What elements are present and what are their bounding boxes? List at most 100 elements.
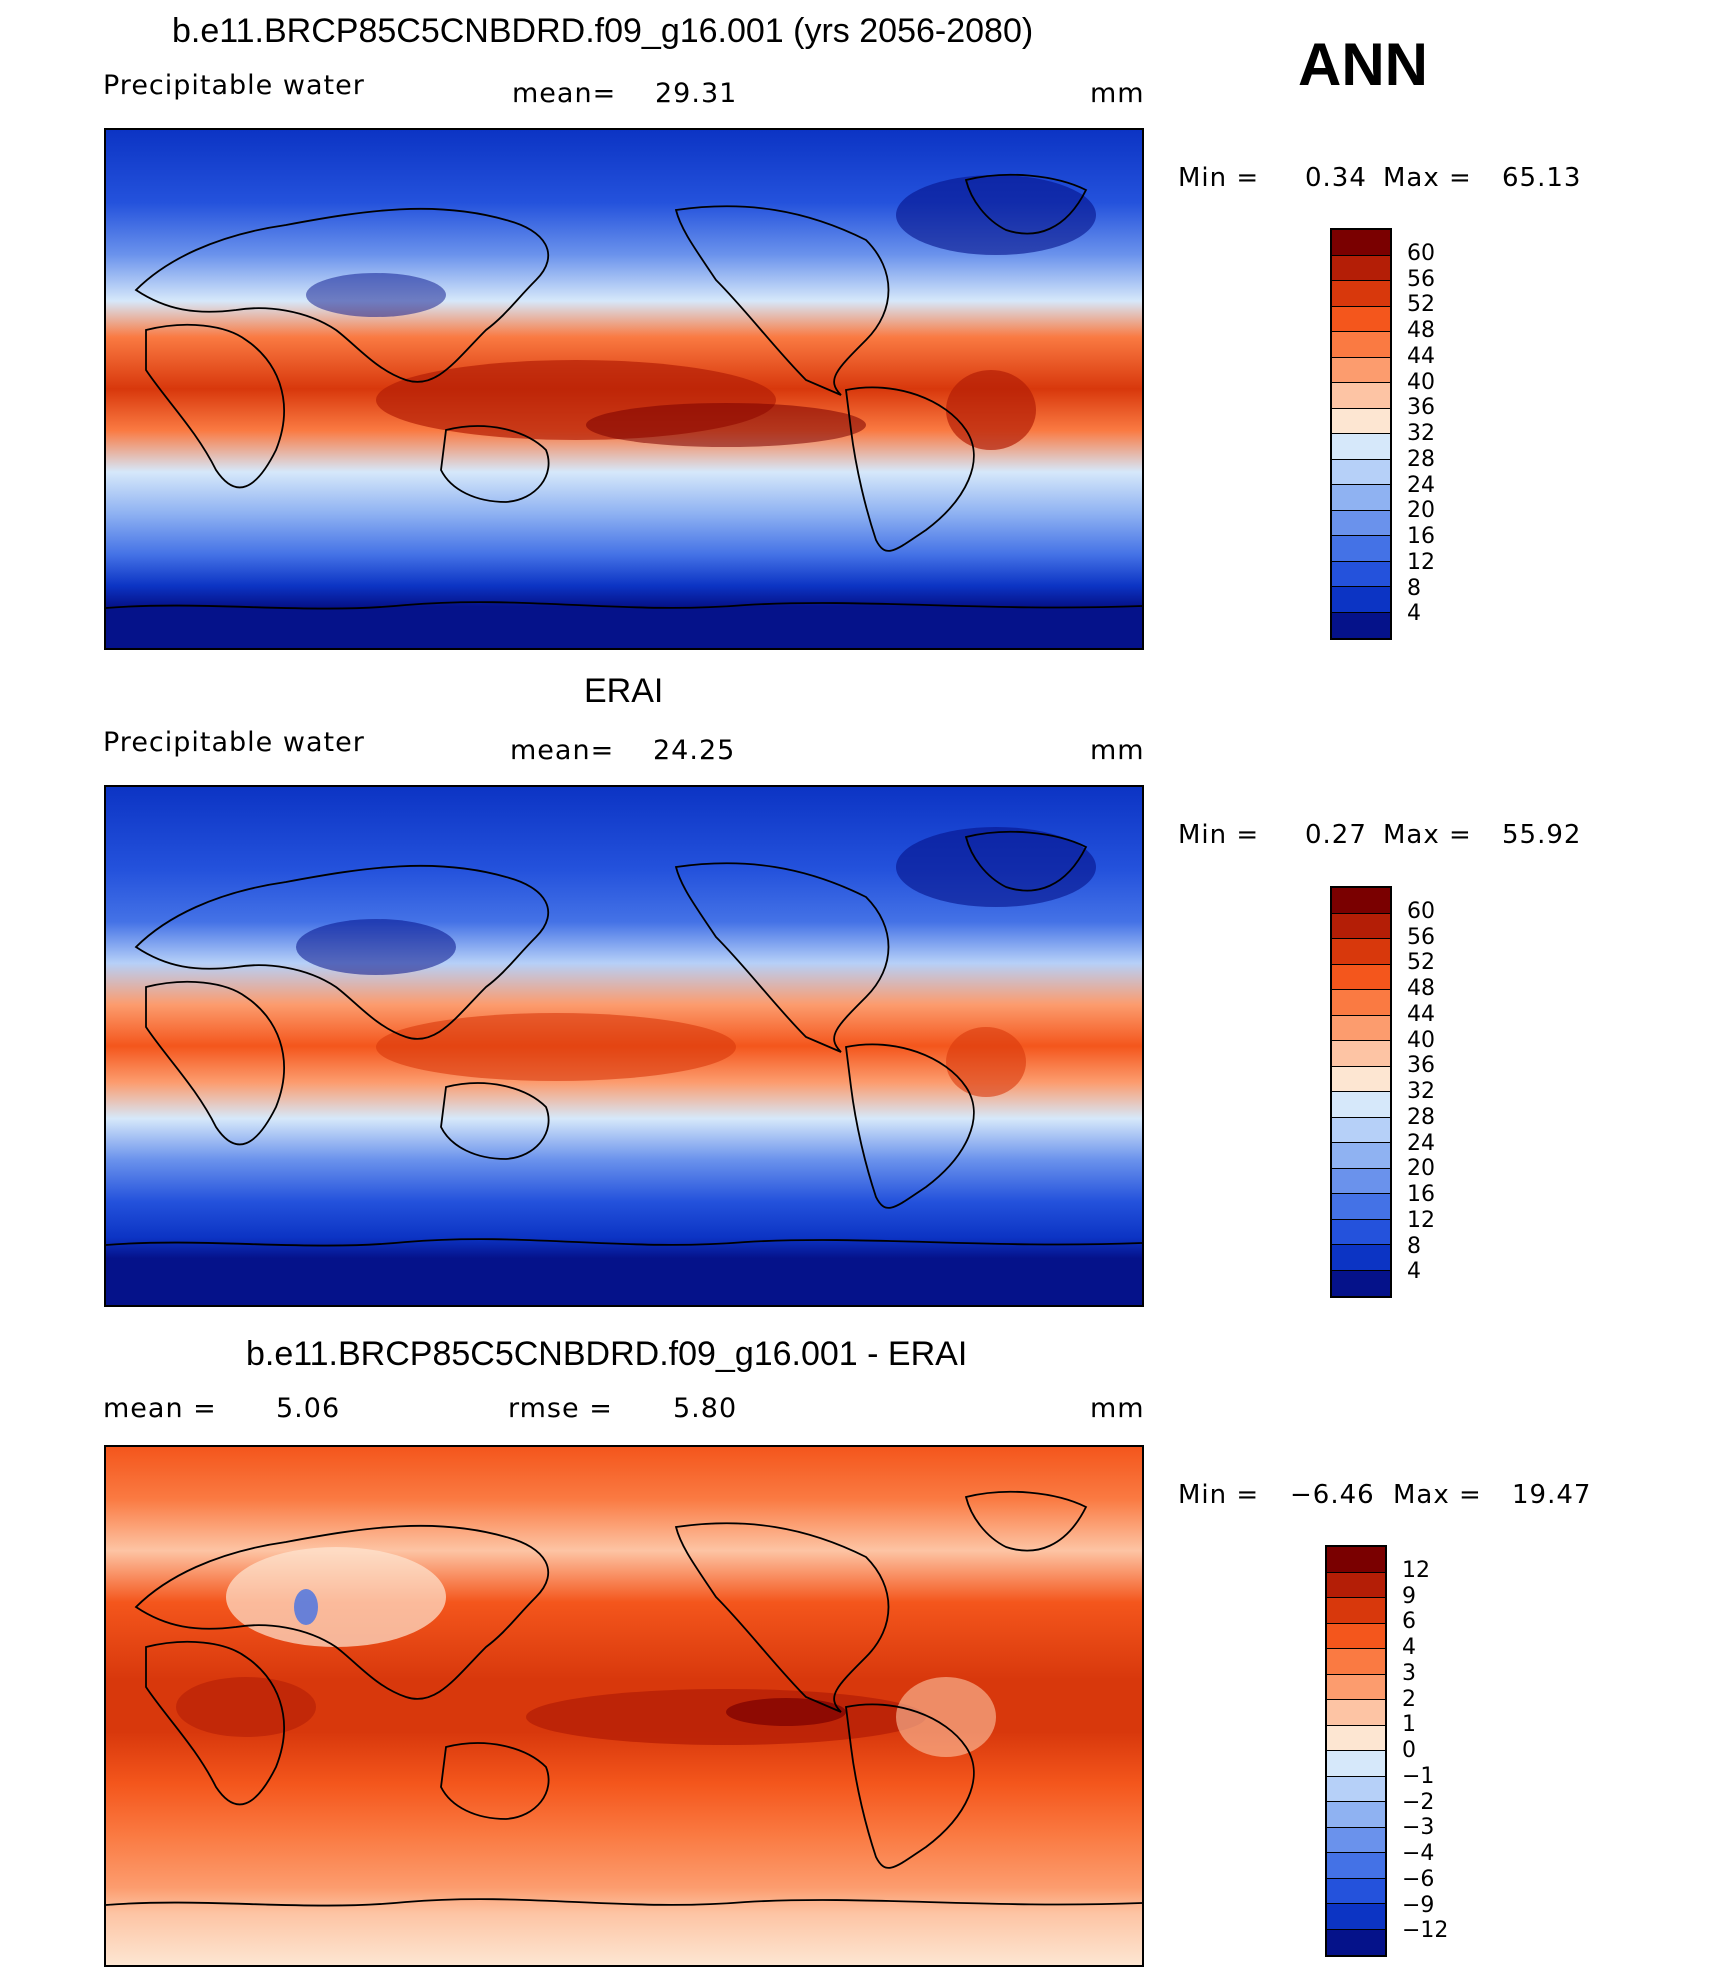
- colorbar-tick-label: −12: [1402, 1918, 1449, 1944]
- colorbar-swatch: [1332, 357, 1390, 383]
- colorbar-tick-label: 12: [1407, 549, 1435, 575]
- colorbar-tick-label: 6: [1402, 1609, 1416, 1635]
- colorbar-swatch: [1332, 939, 1390, 965]
- colorbar-swatch: [1327, 1802, 1385, 1828]
- colorbar-tick-label: 20: [1407, 1156, 1435, 1182]
- colorbar-swatch: [1327, 1547, 1385, 1573]
- panel1-mean-label: mean=: [512, 78, 617, 109]
- panel1-variable: Precipitable water: [103, 70, 365, 101]
- colorbar-tick-label: 8: [1407, 1233, 1421, 1259]
- colorbar-swatch: [1327, 1725, 1385, 1751]
- panel2-map: [104, 785, 1144, 1307]
- colorbar-swatch: [1332, 561, 1390, 587]
- colorbar-tick-label: 4: [1407, 601, 1421, 627]
- colorbar-tick-label: 52: [1407, 292, 1435, 318]
- colorbar-tick-label: 36: [1407, 1053, 1435, 1079]
- colorbar-swatch: [1332, 913, 1390, 939]
- panel1-units: mm: [1090, 78, 1145, 109]
- colorbar-tick-label: 44: [1407, 1001, 1435, 1027]
- colorbar-swatch: [1332, 990, 1390, 1016]
- colorbar-swatch: [1327, 1929, 1385, 1955]
- colorbar-tick-label: −4: [1402, 1841, 1435, 1866]
- panel3-min-value: −6.46: [1290, 1480, 1375, 1510]
- panel2-max-label: Max =: [1383, 820, 1472, 850]
- colorbar-swatch: [1327, 1649, 1385, 1675]
- panel3-max-label: Max =: [1393, 1480, 1482, 1510]
- colorbar-tick-label: −6: [1402, 1866, 1435, 1892]
- colorbar-swatch: [1332, 1270, 1390, 1296]
- colorbar-swatch: [1327, 1751, 1385, 1777]
- colorbar-tick-label: 12: [1407, 1207, 1435, 1233]
- colorbar-tick-label: 28: [1407, 446, 1435, 472]
- colorbar-swatch: [1327, 1853, 1385, 1879]
- panel1-colorbar: [1330, 228, 1392, 640]
- panel3-map: [104, 1445, 1144, 1967]
- colorbar-swatch: [1332, 434, 1390, 460]
- panel3-mean-label: mean =: [103, 1393, 217, 1424]
- colorbar-tick-label: 0: [1402, 1738, 1416, 1763]
- colorbar-tick-label: 8: [1407, 575, 1421, 601]
- colorbar-tick-label: 44: [1407, 343, 1435, 369]
- season-label: ANN: [1298, 31, 1428, 98]
- colorbar-swatch: [1332, 1194, 1390, 1220]
- panel3-mean-value: 5.06: [276, 1393, 341, 1424]
- colorbar-swatch: [1332, 281, 1390, 307]
- colorbar-swatch: [1332, 408, 1390, 434]
- colorbar-swatch: [1332, 1092, 1390, 1118]
- colorbar-swatch: [1332, 1015, 1390, 1041]
- colorbar-swatch: [1332, 306, 1390, 332]
- colorbar-swatch: [1332, 255, 1390, 281]
- colorbar-swatch: [1332, 1168, 1390, 1194]
- colorbar-swatch: [1332, 1219, 1390, 1245]
- colorbar-swatch: [1327, 1878, 1385, 1904]
- colorbar-tick-label: 32: [1407, 421, 1435, 446]
- colorbar-swatch: [1327, 1776, 1385, 1802]
- colorbar-tick-label: 1: [1402, 1712, 1416, 1738]
- colorbar-tick-label: 12: [1402, 1557, 1430, 1583]
- panel2-max-value: 55.92: [1502, 820, 1582, 850]
- colorbar-tick-label: 4: [1407, 1259, 1421, 1285]
- panel2-colorbar: [1330, 886, 1392, 1298]
- panel1-mean-value: 29.31: [655, 78, 738, 109]
- colorbar-swatch: [1327, 1700, 1385, 1726]
- colorbar-tick-label: 40: [1407, 369, 1435, 395]
- colorbar-tick-label: 24: [1407, 1130, 1435, 1156]
- colorbar-swatch: [1332, 1066, 1390, 1092]
- colorbar-swatch: [1327, 1674, 1385, 1700]
- panel2-units: mm: [1090, 735, 1145, 766]
- colorbar-swatch: [1332, 964, 1390, 990]
- colorbar-tick-label: 3: [1402, 1660, 1416, 1686]
- colorbar-tick-label: 48: [1407, 976, 1435, 1001]
- colorbar-tick-label: 52: [1407, 950, 1435, 976]
- panel2-mean-label: mean=: [510, 735, 615, 766]
- colorbar-tick-label: 9: [1402, 1583, 1416, 1609]
- colorbar-swatch: [1332, 459, 1390, 485]
- panel3-rmse-value: 5.80: [673, 1393, 738, 1424]
- colorbar-swatch: [1332, 612, 1390, 638]
- colorbar-swatch: [1332, 888, 1390, 914]
- colorbar-swatch: [1327, 1827, 1385, 1853]
- colorbar-tick-label: 2: [1402, 1686, 1416, 1712]
- panel3-min-label: Min =: [1178, 1480, 1260, 1510]
- colorbar-swatch: [1327, 1623, 1385, 1649]
- colorbar-swatch: [1332, 1117, 1390, 1143]
- panel2-variable: Precipitable water: [103, 727, 365, 758]
- colorbar-tick-label: 20: [1407, 498, 1435, 524]
- colorbar-tick-label: 60: [1407, 898, 1435, 924]
- colorbar-swatch: [1332, 510, 1390, 536]
- colorbar-tick-label: 28: [1407, 1104, 1435, 1130]
- colorbar-swatch: [1332, 332, 1390, 358]
- colorbar-tick-label: 4: [1402, 1635, 1416, 1660]
- colorbar-swatch: [1332, 1245, 1390, 1271]
- panel3-max-value: 19.47: [1512, 1480, 1592, 1510]
- panel2-title: ERAI: [584, 672, 664, 710]
- colorbar-tick-label: −2: [1402, 1789, 1435, 1815]
- panel2-min-label: Min =: [1178, 820, 1260, 850]
- colorbar-tick-label: 56: [1407, 924, 1435, 950]
- panel2-mean-value: 24.25: [653, 735, 736, 766]
- colorbar-swatch: [1332, 485, 1390, 511]
- colorbar-tick-label: 48: [1407, 318, 1435, 343]
- panel3-units: mm: [1090, 1393, 1145, 1424]
- colorbar-tick-label: 60: [1407, 240, 1435, 266]
- panel1-min-value: 0.34: [1305, 163, 1367, 193]
